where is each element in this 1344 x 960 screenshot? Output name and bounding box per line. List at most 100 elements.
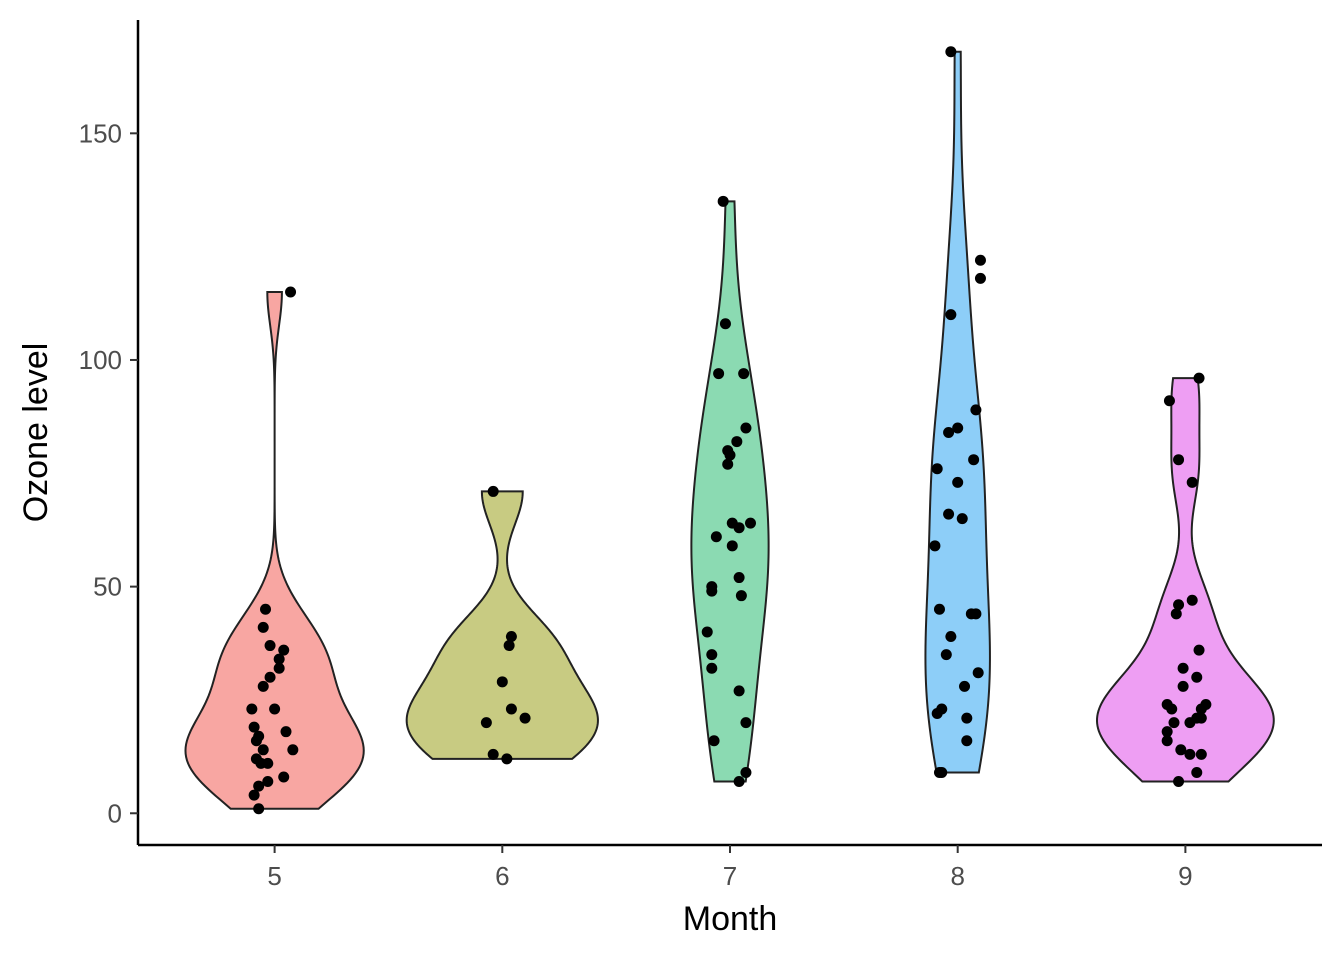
data-point [1191, 766, 1203, 778]
data-point [744, 517, 756, 529]
x-tick-label: 9 [1178, 861, 1192, 891]
data-point [505, 703, 517, 715]
data-point [285, 286, 297, 298]
data-point [264, 640, 276, 652]
data-point [733, 776, 745, 788]
data-point [706, 585, 718, 597]
y-tick-label: 50 [93, 572, 122, 602]
points-layer [246, 46, 1212, 815]
data-point [1168, 717, 1180, 729]
data-point [501, 753, 513, 765]
data-point [1173, 776, 1185, 788]
data-point [519, 712, 531, 724]
data-point [717, 195, 729, 207]
data-point [246, 703, 258, 715]
data-point [269, 703, 281, 715]
data-point [972, 667, 984, 679]
data-point [1195, 748, 1207, 760]
data-point [503, 640, 515, 652]
data-point [943, 427, 955, 438]
data-point [262, 776, 274, 788]
data-point [1170, 608, 1182, 620]
data-point [936, 766, 948, 778]
data-point [956, 513, 968, 525]
data-point [257, 621, 269, 633]
data-point [1184, 717, 1196, 729]
data-point [257, 680, 269, 692]
data-point [731, 436, 743, 448]
data-point [970, 608, 982, 620]
x-tick-label: 8 [950, 861, 964, 891]
data-point [710, 531, 722, 543]
data-point [974, 272, 986, 284]
data-point [724, 449, 736, 461]
data-point [1173, 454, 1185, 466]
data-point [713, 368, 725, 380]
x-ticks: 5 6 7 8 9 [267, 845, 1193, 891]
data-point [287, 744, 299, 756]
data-point [480, 717, 492, 729]
data-point [943, 508, 955, 520]
violin-month-9 [1095, 377, 1275, 783]
data-point [278, 644, 290, 656]
data-point [253, 780, 265, 792]
data-point [505, 630, 517, 642]
data-point [1175, 744, 1187, 756]
data-point [250, 735, 262, 747]
x-axis-title: Month [683, 900, 778, 938]
data-point [929, 540, 941, 552]
y-axis-title: Ozone level [17, 343, 55, 523]
data-point [719, 318, 731, 330]
data-point [945, 309, 957, 321]
data-point [968, 454, 980, 466]
data-point [961, 735, 973, 747]
data-point [496, 676, 508, 688]
data-point [726, 540, 738, 552]
data-point [257, 744, 269, 756]
data-point [722, 458, 734, 470]
data-point [264, 671, 276, 683]
data-point [708, 735, 720, 747]
violin-month-6 [405, 490, 599, 760]
data-point [701, 626, 713, 638]
violin-month-5 [184, 290, 365, 810]
data-point [248, 721, 260, 733]
data-point [1186, 476, 1198, 488]
data-point [706, 662, 718, 674]
data-point [1166, 703, 1178, 715]
data-point [940, 649, 952, 661]
data-point [931, 463, 943, 475]
data-point [1184, 748, 1196, 760]
data-point [260, 603, 272, 615]
data-point [733, 572, 745, 584]
data-point [738, 368, 750, 380]
y-tick-label: 150 [79, 118, 122, 148]
data-point [1161, 735, 1173, 747]
y-tick-label: 0 [108, 798, 122, 828]
data-point [1191, 671, 1203, 683]
data-point [1200, 698, 1212, 710]
data-point [1193, 644, 1205, 656]
x-tick-label: 7 [723, 861, 737, 891]
data-point [974, 254, 986, 266]
data-point [740, 717, 752, 729]
data-point [952, 476, 964, 488]
data-point [740, 766, 752, 778]
data-point [487, 485, 499, 497]
data-point [931, 708, 943, 720]
data-point [248, 789, 260, 801]
data-point [273, 662, 285, 674]
data-point [952, 422, 964, 434]
data-point [1177, 662, 1189, 674]
data-point [733, 685, 745, 697]
data-point [1193, 372, 1205, 384]
data-point [278, 771, 290, 783]
data-point [733, 522, 745, 534]
data-point [735, 590, 747, 602]
data-point [1195, 712, 1207, 724]
data-point [1163, 395, 1175, 407]
y-ticks: 0 50 100 150 [79, 118, 138, 828]
data-point [706, 649, 718, 661]
